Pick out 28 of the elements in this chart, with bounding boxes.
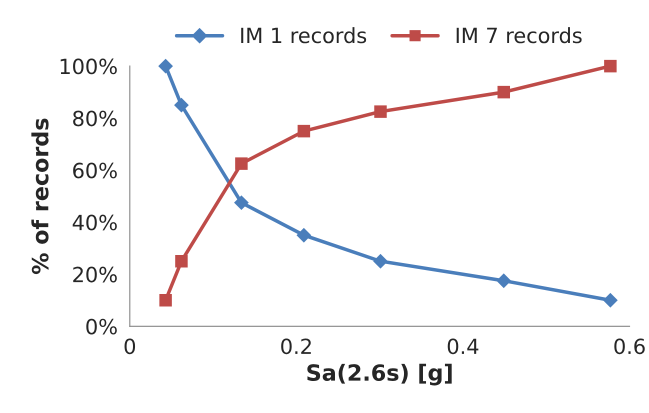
point	[604, 60, 617, 72]
point	[298, 124, 310, 138]
y-axis-title: % of records	[31, 118, 49, 274]
x-axis-title: Sa(2.6s) [g]	[307, 364, 452, 386]
y-tick-label: 40%	[72, 214, 117, 230]
point	[296, 228, 311, 242]
x-tick-label: 0.2	[281, 338, 311, 354]
point	[498, 86, 510, 98]
x-tick-label: 0.4	[448, 338, 478, 354]
point	[234, 196, 248, 210]
point	[159, 294, 172, 306]
point	[374, 105, 387, 118]
y-tick-label: 0%	[86, 318, 117, 334]
y-tick-label: 60%	[73, 162, 117, 178]
point	[373, 254, 388, 268]
point	[158, 59, 173, 74]
legend-label: IM 1 records	[241, 27, 366, 44]
point	[603, 293, 618, 308]
point	[174, 98, 189, 112]
x-tick-label: 0.6	[614, 338, 645, 354]
x-tick-label: 0	[124, 338, 136, 354]
legend-label: IM 7 records	[456, 27, 582, 44]
point	[175, 254, 188, 268]
y-tick-label: 100%	[60, 58, 117, 74]
y-tick-label: 80%	[73, 110, 117, 126]
y-tick-label: 20%	[73, 266, 117, 282]
point	[496, 274, 511, 288]
point	[235, 157, 248, 170]
